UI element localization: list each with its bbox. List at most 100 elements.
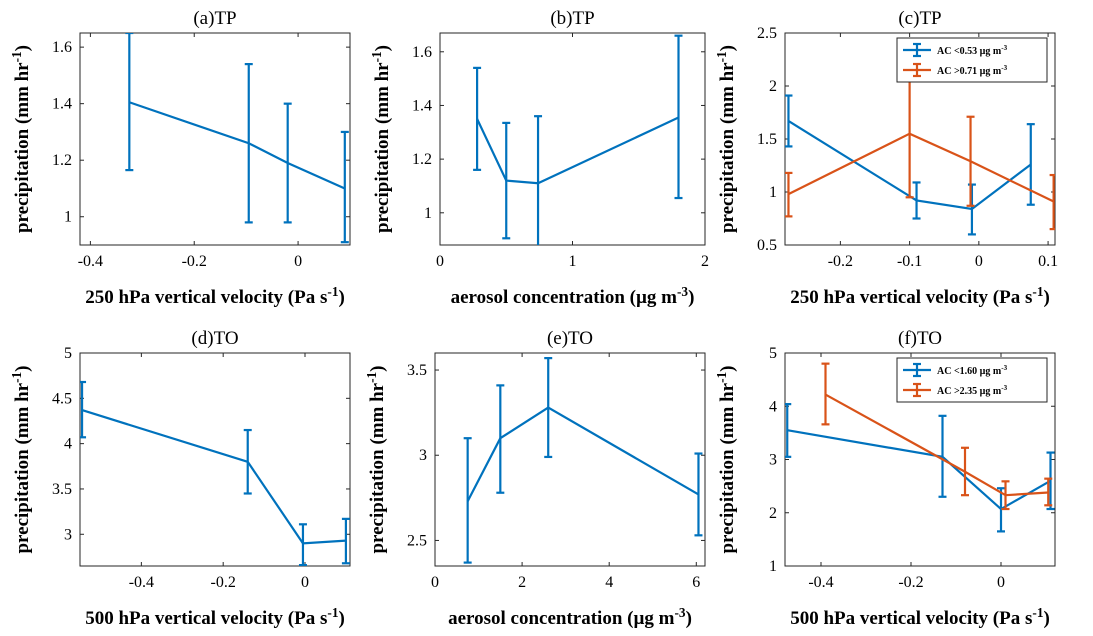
panel-b-xtick-label: 0 bbox=[436, 253, 444, 270]
panel-c-title: (c)TP bbox=[898, 8, 941, 29]
panel-c-legend-swatch bbox=[903, 42, 931, 58]
panel-d-ytick-label: 3 bbox=[64, 526, 72, 543]
panel-e-series-0-line bbox=[466, 406, 700, 502]
panel-b-plot-area bbox=[473, 34, 683, 245]
panel-e-ytick-label: 2.5 bbox=[407, 532, 427, 549]
panel-b-ytick-label: 1.2 bbox=[412, 151, 432, 168]
panel-e-xtick-label: 2 bbox=[518, 574, 526, 591]
panel-c-series-1-line bbox=[787, 132, 1055, 203]
panel-f-xtick-label: -0.2 bbox=[898, 574, 923, 591]
panel-a-ytick-label: 1 bbox=[64, 209, 72, 226]
panel-d-series-0-errorbar bbox=[341, 517, 350, 565]
panel-e-ytick-label: 3.5 bbox=[407, 362, 427, 379]
panel-d-title: (d)TO bbox=[191, 328, 238, 349]
panel-e-xtick-label: 6 bbox=[692, 574, 700, 591]
panel-f-title: (f)TO bbox=[898, 328, 942, 349]
panel-c-series-1-errorbar bbox=[966, 115, 975, 207]
panel-e-series-0-errorbar bbox=[496, 384, 505, 494]
panel-e-series-0-errorbar bbox=[544, 357, 553, 459]
panel-f-series-1-line bbox=[824, 393, 1049, 497]
panel-f-plot-area bbox=[785, 362, 1055, 533]
panel-f-series-0-errorbar bbox=[785, 403, 792, 458]
panel-a-ytick-label: 1.4 bbox=[52, 96, 72, 113]
panel-b-series-0-errorbar bbox=[473, 66, 482, 171]
panel-d-axes-box bbox=[79, 352, 351, 567]
panel-a-axes-box bbox=[79, 32, 351, 246]
panel-b-series-0-line bbox=[476, 116, 679, 185]
panel-a: -0.4 -0.2 0 1 1.2 1.4 1.6 (a)TP 250 hPa vertical… bbox=[9, 8, 351, 308]
panel-c-ytick-label: 2.5 bbox=[757, 25, 777, 42]
panel-c-ylabel: precipitation (mm hr-1) bbox=[714, 45, 739, 233]
panel-d-series-0-errorbar bbox=[298, 523, 307, 566]
panel-b-axes-box bbox=[439, 32, 706, 246]
panel-e-xlabel: aerosol concentration (µg m-3) bbox=[448, 605, 692, 630]
panel-b-title: (b)TP bbox=[550, 8, 594, 29]
panel-c-legend-label: AC <0.53 µg m-3 bbox=[937, 44, 1008, 57]
panel-c-xtick-label: 0.1 bbox=[1038, 253, 1058, 270]
panel-f-series-0-errorbar bbox=[938, 414, 947, 498]
panel-f-ytick-label: 4 bbox=[769, 398, 777, 415]
panel-f-xlabel: 500 hPa vertical velocity (Pa s-1) bbox=[790, 605, 1050, 630]
panel-d-xtick-label: -0.4 bbox=[129, 574, 154, 591]
panel-d-xtick-label: -0.2 bbox=[211, 574, 236, 591]
panel-f-series-0-errorbar bbox=[997, 487, 1005, 533]
panel-c-plot-area bbox=[785, 70, 1055, 236]
panel-d-series-0-line bbox=[81, 409, 346, 545]
panel-c-xtick-label: 0 bbox=[975, 253, 983, 270]
panel-e-series-0-errorbar bbox=[463, 437, 472, 564]
panel-d-xtick-label: 0 bbox=[301, 574, 309, 591]
panel-d-ytick-label: 3.5 bbox=[52, 481, 72, 498]
panel-f-legend-swatch bbox=[903, 382, 931, 398]
panel-c-series-1-errorbar bbox=[1049, 173, 1055, 231]
panel-a-xtick-label: -0.2 bbox=[182, 253, 207, 270]
panel-f-ylabel: precipitation (mm hr-1) bbox=[714, 365, 739, 553]
panel-c-legend-label: AC >0.71 µg m-3 bbox=[937, 64, 1008, 77]
panel-a-series-0-errorbar bbox=[283, 102, 292, 224]
panel-d-xlabel: 500 hPa vertical velocity (Pa s-1) bbox=[85, 605, 345, 630]
panel-e-series-0-errorbar bbox=[694, 452, 703, 537]
panel-e-plot-area bbox=[463, 357, 703, 564]
panel-b-series-0-errorbar bbox=[534, 115, 543, 245]
panel-b-xlabel: aerosol concentration (µg m-3) bbox=[451, 284, 695, 309]
panel-c-series-1-errorbar bbox=[785, 171, 793, 218]
panel-f-xtick-label: 0 bbox=[997, 574, 1005, 591]
panel-e-xtick-label: 0 bbox=[431, 574, 439, 591]
panel-c-xlabel: 250 hPa vertical velocity (Pa s-1) bbox=[790, 284, 1050, 309]
panel-e-axes-box bbox=[434, 352, 706, 567]
panel-f-series-1-errorbar bbox=[821, 362, 830, 426]
panel-a-xtick-label: -0.4 bbox=[78, 253, 103, 270]
panel-d-ytick-label: 5 bbox=[64, 345, 72, 362]
panel-b-series-0-errorbar bbox=[502, 121, 511, 240]
panel-a-xlabel: 250 hPa vertical velocity (Pa s-1) bbox=[85, 284, 345, 309]
panel-b-ytick-label: 1 bbox=[424, 205, 432, 222]
panel-c-series-0-errorbar bbox=[912, 181, 921, 220]
panel-c-ytick-label: 2 bbox=[769, 78, 777, 95]
panel-b-ytick-label: 1.6 bbox=[412, 44, 432, 61]
panel-e-ylabel: precipitation (mm hr-1) bbox=[364, 365, 389, 553]
panel-f: -0.4 -0.2 0 1 2 3 4 5 (f)TO 500 hPa vertical velo… bbox=[714, 328, 1056, 629]
panel-e-xtick-label: 4 bbox=[605, 574, 613, 591]
panel-e: 0 2 4 6 2.5 3 3.5 (e)TO aerosol concentration (µ… bbox=[364, 328, 706, 629]
panel-c: -0.2 -0.1 0 0.1 0.5 1 1.5 2 2.5 (c)TP 250 hPa vert… bbox=[714, 8, 1059, 308]
panel-f-xtick-label: -0.4 bbox=[808, 574, 833, 591]
panel-f-series-0-line bbox=[787, 429, 1052, 511]
panel-a-series-0-line bbox=[128, 101, 346, 190]
panel-a-ylabel: precipitation (mm hr-1) bbox=[9, 45, 34, 233]
panel-d-ylabel: precipitation (mm hr-1) bbox=[9, 365, 34, 553]
panel-b-xtick-label: 2 bbox=[701, 253, 709, 270]
panel-c-series-0-line bbox=[787, 120, 1032, 211]
panel-d-series-0-errorbar bbox=[80, 380, 87, 439]
panel-c-series-0-errorbar bbox=[967, 183, 976, 236]
panel-f-series-1-errorbar bbox=[1044, 477, 1053, 507]
panel-a-series-0-errorbar bbox=[125, 33, 134, 172]
panel-f-legend-swatch bbox=[903, 362, 931, 378]
panel-a-plot-area bbox=[125, 33, 349, 244]
panel-c-legend: AC <0.53 µg m-3 AC >0.71 µg m-3 bbox=[896, 37, 1048, 83]
panel-d-plot-area bbox=[80, 380, 350, 566]
panel-b-ytick-label: 1.4 bbox=[412, 97, 432, 114]
panel-c-legend-swatch bbox=[903, 62, 931, 78]
panel-f-legend-label: AC >2.35 µg m-3 bbox=[937, 384, 1008, 397]
panel-f-ytick-label: 1 bbox=[769, 558, 777, 575]
panel-f-ytick-label: 3 bbox=[769, 452, 777, 469]
